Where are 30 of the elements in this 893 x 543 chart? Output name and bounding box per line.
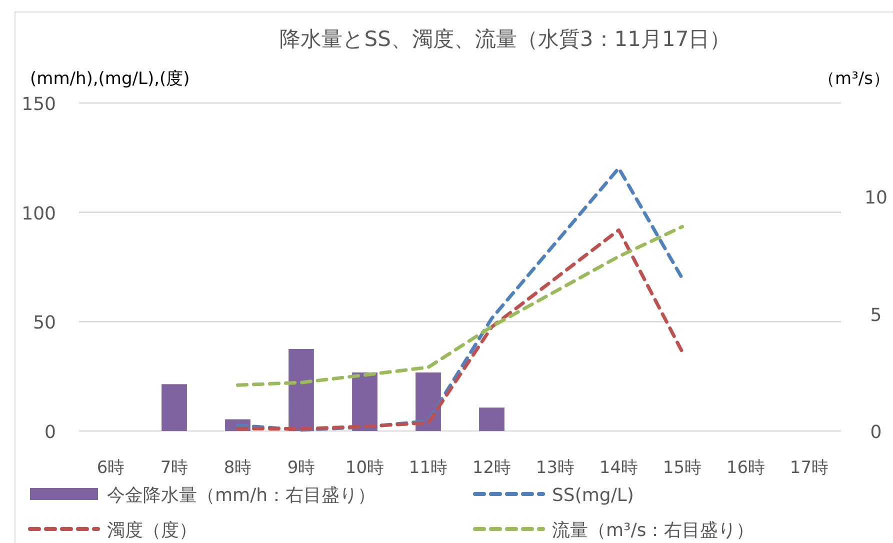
x-tick-label: 12時 bbox=[472, 458, 512, 478]
x-tick-label: 17時 bbox=[790, 458, 829, 478]
y2-tick-label: 10 bbox=[864, 188, 888, 209]
y-axis-title: (mm/h),(mg/L),(度) bbox=[30, 69, 190, 89]
x-tick-label: 9時 bbox=[287, 458, 316, 478]
bar bbox=[288, 349, 314, 431]
x-tick-label: 16時 bbox=[726, 458, 766, 478]
legend-label: 濁度（度） bbox=[107, 520, 197, 541]
legend-label: SS(mg/L) bbox=[552, 485, 634, 506]
y-tick-label: 150 bbox=[22, 94, 56, 115]
x-tick-label: 7時 bbox=[160, 458, 188, 478]
legend-label: 今金降水量（mm/h：右目盛り） bbox=[107, 485, 376, 506]
x-tick-label: 13時 bbox=[536, 458, 575, 478]
y-tick-label: 0 bbox=[44, 422, 56, 443]
x-tick-label: 14時 bbox=[599, 458, 638, 478]
bar bbox=[479, 408, 504, 431]
x-tick-label: 8時 bbox=[224, 458, 252, 478]
bar bbox=[416, 372, 441, 431]
bar bbox=[162, 384, 187, 431]
y-tick-label: 50 bbox=[33, 312, 56, 334]
y2-axis-title: （m³/s） bbox=[818, 69, 890, 89]
y2-tick-label: 0 bbox=[870, 422, 882, 443]
chart-title: 降水量とSS、濁度、流量（水質3：11月17日） bbox=[279, 27, 731, 51]
legend-label: 流量（m³/s：右目盛り） bbox=[552, 520, 754, 541]
x-tick-label: 6時 bbox=[96, 458, 125, 478]
x-tick-label: 15時 bbox=[662, 458, 702, 478]
y2-tick-label: 5 bbox=[870, 304, 882, 326]
x-tick-label: 10時 bbox=[345, 458, 384, 478]
y-tick-label: 100 bbox=[22, 203, 56, 224]
x-tick-label: 11時 bbox=[408, 458, 448, 478]
